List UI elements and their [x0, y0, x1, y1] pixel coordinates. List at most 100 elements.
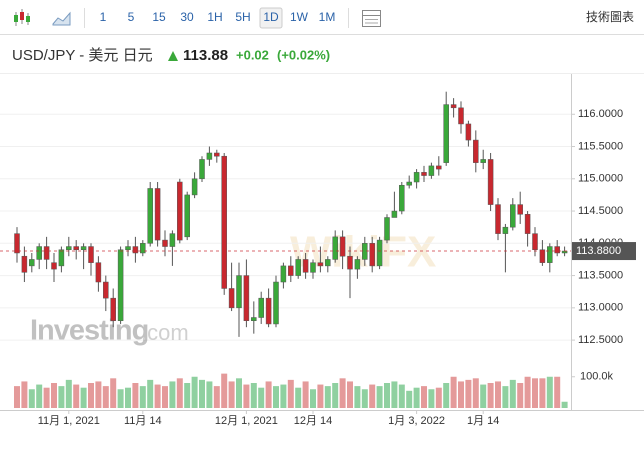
candle-body: [199, 159, 205, 180]
volume-bar: [169, 381, 176, 408]
volume-bar: [147, 379, 154, 408]
candle-body: [473, 139, 479, 163]
candle-body: [110, 297, 116, 321]
volume-bar: [206, 381, 213, 408]
x-tick-label: 1月 14: [467, 415, 499, 427]
y-tick-label: 114.5000: [578, 205, 623, 217]
volume-bar: [95, 381, 102, 408]
candle-body: [58, 249, 65, 267]
line-icon[interactable]: [52, 11, 71, 26]
candle-body: [162, 239, 168, 247]
volume-bar: [125, 387, 131, 408]
candle-body: [510, 204, 516, 228]
volume-bar: [102, 386, 109, 408]
volume-bar: [524, 376, 531, 408]
candle-body: [310, 262, 316, 273]
candle-body: [140, 243, 146, 254]
volume-bar: [509, 379, 516, 408]
x-tick-label: 12月 1, 2021: [215, 415, 278, 427]
volume-bar: [435, 387, 442, 408]
y-tick-label: 116.0000: [578, 108, 623, 120]
volume-bar: [80, 387, 87, 408]
candle-body: [236, 275, 242, 309]
candle-body: [43, 246, 50, 260]
candle-body: [36, 246, 42, 260]
interval-button[interactable]: 5H: [235, 10, 250, 24]
volume-bar: [302, 381, 309, 408]
candle-body: [177, 181, 183, 241]
interval-button[interactable]: 1W: [290, 10, 309, 24]
candle-body: [332, 236, 338, 260]
interval-button[interactable]: 1D: [263, 10, 279, 24]
volume-bar: [458, 381, 464, 408]
candle-body: [399, 184, 405, 212]
volume-bar: [339, 378, 346, 408]
volume-bar: [162, 386, 168, 408]
candle-body: [88, 246, 94, 263]
y-tick-label: 113.0000: [578, 302, 623, 314]
volume-bar: [347, 381, 353, 408]
candle-icon[interactable]: [14, 9, 30, 26]
candle-body: [125, 246, 131, 251]
volume-bar: [250, 383, 257, 408]
candle-body: [154, 188, 161, 241]
volume-bar: [221, 373, 228, 408]
candle-body: [280, 265, 287, 283]
candle-body: [95, 262, 102, 283]
volume-bar: [43, 387, 50, 408]
candle-body: [547, 246, 553, 263]
volume-bar: [295, 387, 302, 408]
candle-body: [14, 233, 20, 254]
candle-body: [29, 259, 35, 267]
candle-body: [206, 152, 213, 160]
volume-bar: [502, 386, 509, 408]
technical-chart-link[interactable]: 技術圖表: [586, 10, 634, 24]
candle-body: [325, 259, 331, 267]
volume-bar: [176, 378, 183, 408]
candle-body: [532, 233, 538, 251]
volume-bar: [213, 386, 220, 408]
volume-bar: [139, 386, 146, 408]
candle-body: [480, 159, 486, 163]
candle-body: [258, 297, 264, 318]
volume-bar: [539, 378, 546, 408]
volume-bar: [413, 387, 420, 408]
interval-button[interactable]: 1M: [319, 10, 336, 24]
interval-button[interactable]: 15: [152, 10, 166, 24]
interval-button[interactable]: 5: [128, 10, 135, 24]
volume-bar: [317, 384, 324, 408]
candle-body: [369, 243, 375, 267]
interval-button[interactable]: 1: [100, 10, 107, 24]
volume-bar: [88, 383, 94, 408]
interval-button[interactable]: 30: [180, 10, 194, 24]
grid-icon[interactable]: [362, 10, 381, 27]
candle-body: [317, 262, 324, 267]
candle-body: [184, 194, 190, 238]
volume-bar: [287, 379, 294, 408]
price: 113.88: [183, 47, 228, 64]
x-tick-label: 11月 1, 2021: [38, 415, 100, 427]
volume-bar: [354, 386, 361, 408]
volume-bar: [546, 376, 553, 408]
interval-button[interactable]: 1H: [207, 10, 222, 24]
candle-body: [243, 275, 250, 321]
candle-body: [73, 246, 79, 251]
volume-bar: [480, 384, 487, 408]
candle-body: [66, 246, 72, 251]
candle-body: [421, 172, 427, 176]
volume-bar: [472, 378, 479, 408]
y-tick-label: 112.5000: [578, 334, 623, 346]
candle-body: [428, 165, 435, 176]
volume-bar: [384, 383, 390, 408]
candle-body: [450, 104, 457, 109]
volume-bar: [443, 383, 450, 408]
volume-bar: [421, 386, 427, 408]
volume-bar: [554, 376, 561, 408]
volume-bar: [265, 381, 272, 408]
volume-bar: [369, 384, 376, 408]
volume-bar: [310, 389, 316, 408]
candle-body: [169, 233, 176, 247]
candle-body: [295, 259, 301, 276]
volume-bar: [258, 387, 265, 408]
